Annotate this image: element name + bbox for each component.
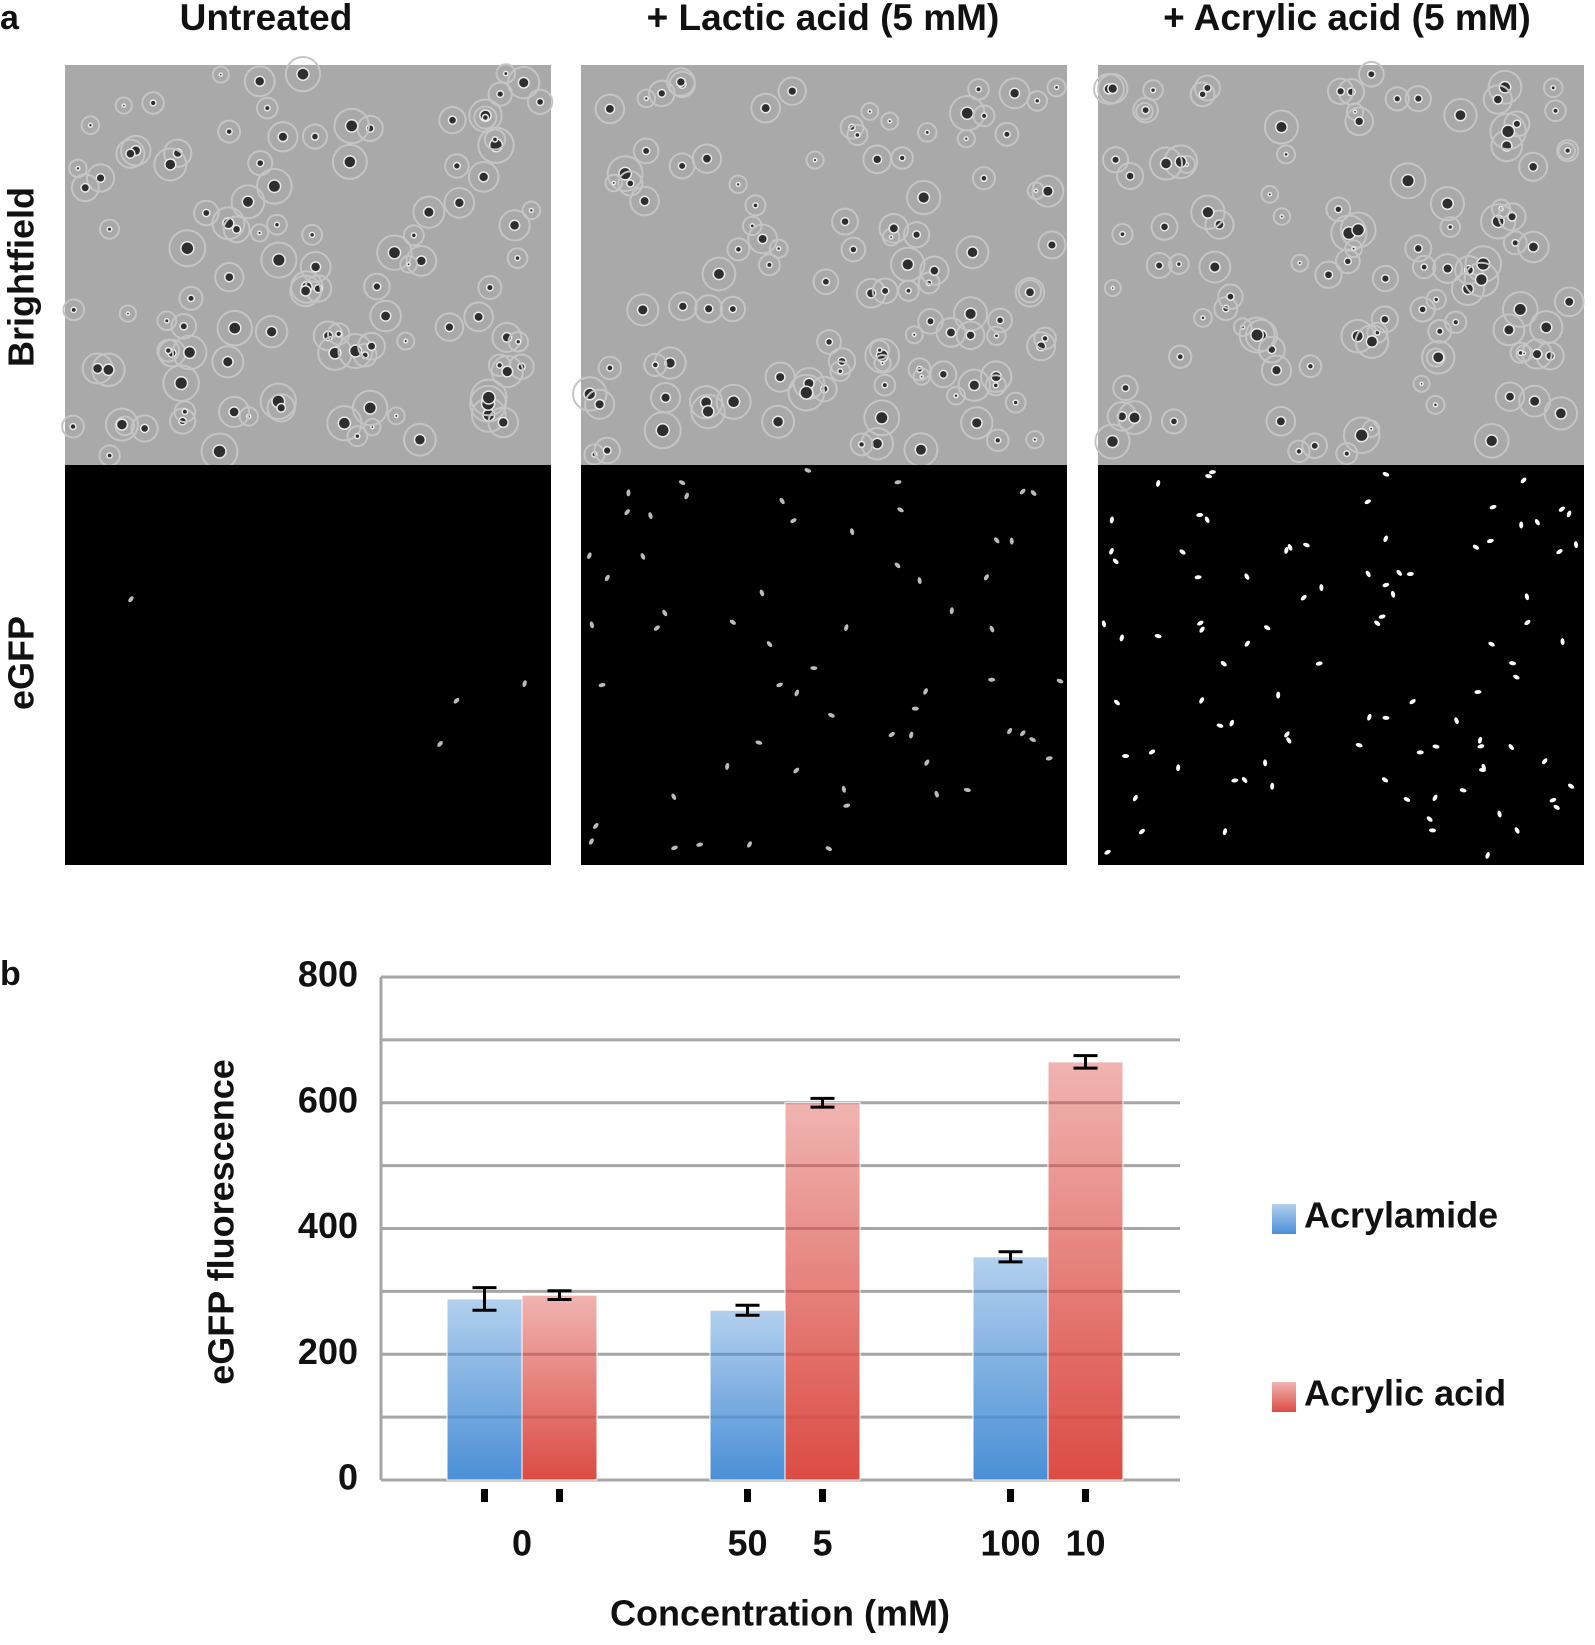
brightfield-image: [572, 65, 1067, 468]
bar: [709, 1309, 786, 1481]
row-title: Brightfield: [1, 187, 42, 367]
legend-label: Acrylic acid: [1304, 1373, 1506, 1414]
micrographs: [61, 56, 1585, 865]
x-tick-label: 0: [512, 1523, 532, 1564]
y-axis-title: eGFP fluorescence: [201, 1059, 242, 1384]
y-tick-label: 0: [338, 1457, 358, 1498]
egfp-image: [581, 465, 1067, 865]
legend-swatch: [1272, 1204, 1296, 1234]
panel-label: a: [0, 0, 20, 37]
error-bar: [998, 1250, 1023, 1264]
brightfield-image: [1093, 60, 1585, 466]
column-title: Untreated: [180, 0, 353, 38]
legend-label: Acrylamide: [1304, 1195, 1498, 1236]
x-tick-label: 100: [980, 1523, 1040, 1564]
error-bar: [547, 1289, 572, 1302]
bar-chart: 0 200 400 600 800 eGFP fluorescence Concentrat…: [201, 954, 1507, 1634]
y-tick-label: 200: [298, 1331, 358, 1372]
bar: [1047, 1061, 1124, 1481]
legend-swatch: [1272, 1382, 1296, 1412]
x-tick-label: 10: [1065, 1523, 1105, 1564]
error-bar: [472, 1286, 497, 1312]
y-tick-label: 400: [298, 1205, 358, 1246]
y-tick-label: 800: [298, 954, 358, 995]
error-bar: [810, 1096, 835, 1109]
brightfield-image: [61, 56, 554, 471]
y-tick-label: 600: [298, 1079, 358, 1120]
error-bar: [735, 1303, 760, 1317]
bar: [972, 1256, 1049, 1481]
panel-label: b: [0, 955, 21, 993]
bar: [446, 1298, 523, 1481]
column-title: + Acrylic acid (5 mM): [1163, 0, 1531, 38]
x-axis-title: Concentration (mM): [610, 1593, 950, 1634]
x-tick-label: 50: [727, 1523, 767, 1564]
bar: [521, 1294, 598, 1481]
row-title: eGFP: [1, 616, 42, 710]
bar: [784, 1102, 861, 1481]
error-bar: [1073, 1054, 1098, 1070]
x-tick-label: 5: [812, 1523, 832, 1564]
egfp-image: [65, 465, 551, 865]
column-title: + Lactic acid (5 mM): [647, 0, 1000, 38]
egfp-image: [1098, 465, 1584, 865]
